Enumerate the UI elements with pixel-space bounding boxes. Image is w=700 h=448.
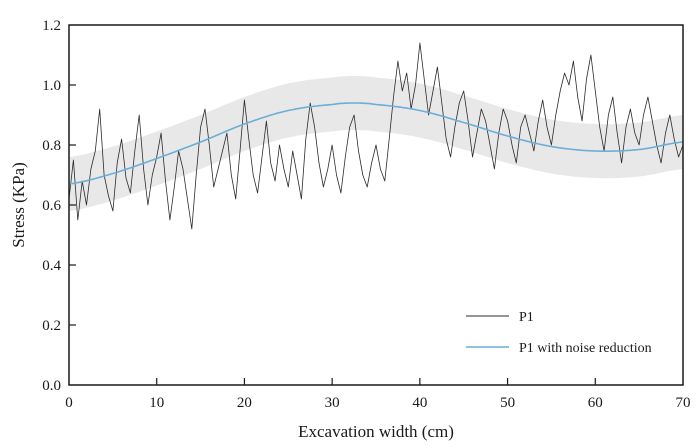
y-tick-label: 1.0 xyxy=(42,78,61,94)
legend: P1 P1 with noise reduction xyxy=(466,310,652,356)
y-axis-ticks: 0.0 0.2 0.4 0.6 0.8 1.0 1.2 xyxy=(42,18,76,394)
y-tick-label: 0.6 xyxy=(42,198,61,214)
confidence-band-layer xyxy=(69,76,683,211)
y-tick-label: 0.0 xyxy=(42,378,61,394)
x-axis-ticks: 0 10 20 30 40 50 60 70 xyxy=(65,378,691,411)
y-tick-label: 0.2 xyxy=(42,318,61,334)
x-tick-label: 60 xyxy=(588,395,603,411)
x-axis-title: Excavation width (cm) xyxy=(298,422,454,441)
series-line-p1 xyxy=(68,42,684,230)
legend-label-noise-reduction: P1 with noise reduction xyxy=(519,341,652,356)
x-tick-label: 70 xyxy=(676,395,691,411)
y-tick-label: 0.4 xyxy=(42,258,61,274)
y-axis-title: Stress (KPa) xyxy=(9,162,28,247)
confidence-band xyxy=(69,76,683,211)
x-tick-label: 40 xyxy=(412,395,427,411)
y-tick-label: 0.8 xyxy=(42,138,61,154)
y-tick-label: 1.2 xyxy=(42,18,61,34)
x-tick-label: 0 xyxy=(65,395,73,411)
x-tick-label: 20 xyxy=(237,395,252,411)
legend-label-p1: P1 xyxy=(519,310,534,325)
series-line-noise-reduction xyxy=(68,102,684,185)
x-tick-label: 30 xyxy=(325,395,340,411)
series-layer xyxy=(68,42,684,230)
x-tick-label: 10 xyxy=(149,395,164,411)
x-tick-label: 50 xyxy=(500,395,515,411)
